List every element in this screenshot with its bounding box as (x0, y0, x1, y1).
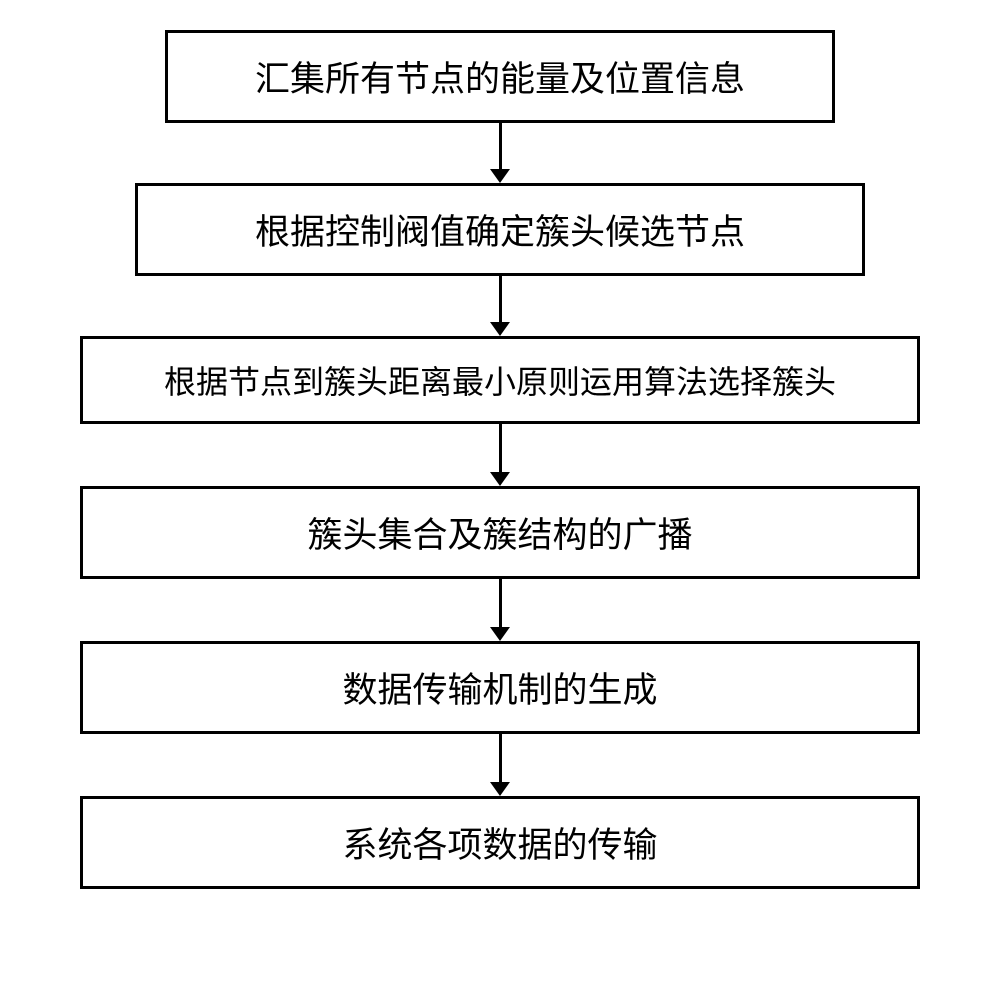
flow-step-1: 汇集所有节点的能量及位置信息 (165, 30, 835, 123)
flow-step-6-text: 系统各项数据的传输 (342, 817, 657, 868)
flow-step-5: 数据传输机制的生成 (80, 641, 920, 734)
flow-step-6: 系统各项数据的传输 (80, 796, 920, 889)
arrow-line (499, 276, 502, 322)
arrow-head-icon (490, 782, 510, 796)
arrow-line (499, 123, 502, 169)
flow-step-5-text: 数据传输机制的生成 (342, 662, 657, 713)
arrow-line (499, 424, 502, 472)
flow-step-2-text: 根据控制阀值确定簇头候选节点 (255, 204, 745, 255)
arrow-head-icon (490, 322, 510, 336)
flow-arrow-4 (490, 579, 510, 641)
flow-arrow-1 (490, 123, 510, 183)
flow-step-1-text: 汇集所有节点的能量及位置信息 (255, 51, 745, 102)
arrow-line (499, 734, 502, 782)
flowchart-container: 汇集所有节点的能量及位置信息 根据控制阀值确定簇头候选节点 根据节点到簇头距离最… (80, 30, 920, 889)
flow-arrow-2 (490, 276, 510, 336)
flow-arrow-5 (490, 734, 510, 796)
flow-arrow-3 (490, 424, 510, 486)
arrow-head-icon (490, 169, 510, 183)
flow-step-4-text: 簇头集合及簇结构的广播 (307, 507, 692, 558)
arrow-line (499, 579, 502, 627)
flow-step-4: 簇头集合及簇结构的广播 (80, 486, 920, 579)
arrow-head-icon (490, 472, 510, 486)
arrow-head-icon (490, 627, 510, 641)
flow-step-2: 根据控制阀值确定簇头候选节点 (135, 183, 865, 276)
flow-step-3: 根据节点到簇头距离最小原则运用算法选择簇头 (80, 336, 920, 424)
flow-step-3-text: 根据节点到簇头距离最小原则运用算法选择簇头 (164, 357, 836, 403)
